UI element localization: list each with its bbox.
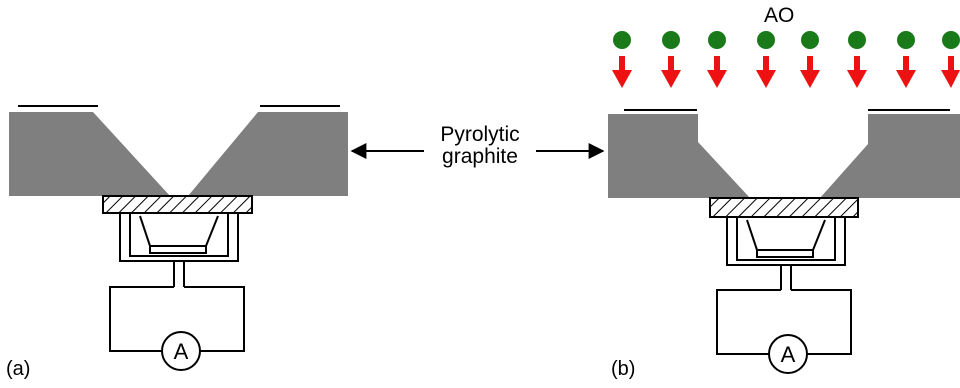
ao-flux-arrow [661, 56, 681, 88]
ao-atom [897, 31, 915, 49]
ammeter-a-symbol: A [174, 339, 189, 364]
ao-atom [942, 31, 960, 49]
ao-atom [708, 31, 726, 49]
graphite-block-left-a [9, 112, 170, 196]
panel-a-label: (a) [6, 358, 31, 380]
graphite-block-right-b [820, 114, 960, 198]
circuit-wire-b [716, 289, 852, 355]
ammeter-b-symbol: A [781, 342, 796, 367]
holder-cup-b [746, 219, 826, 251]
holder-outer-a [119, 213, 239, 262]
ao-atom [757, 31, 775, 49]
hatched-sample-b [709, 197, 859, 218]
panel-a: A [9, 105, 348, 371]
graphite-block-right-a [188, 112, 348, 196]
ao-atom [613, 31, 631, 49]
holder-inner-a [129, 213, 229, 257]
graphite-block-left-b [608, 114, 750, 198]
ao-flux-arrow [800, 56, 820, 88]
ao-flux-arrow [707, 56, 727, 88]
circuit-wire-a [109, 286, 245, 352]
panel-b: A [608, 31, 960, 374]
ao-atom [662, 31, 680, 49]
holder-cup-a [139, 215, 219, 247]
ao-flux-arrow [896, 56, 916, 88]
ao-label: AO [764, 4, 795, 27]
ammeter-b [768, 334, 808, 374]
sensor-element-a [149, 245, 207, 254]
ao-flux-arrow [612, 56, 632, 88]
ao-flux-arrow [756, 56, 776, 88]
ao-flux-arrow [941, 56, 960, 88]
ao-flux-arrow [847, 56, 867, 88]
ao-atom [848, 31, 866, 49]
hatched-sample-a [102, 195, 253, 214]
holder-inner-b [736, 217, 836, 261]
ao-atom [801, 31, 819, 49]
pyrolytic-graphite-label: Pyrolytic graphite [440, 123, 520, 168]
panel-b-label: (b) [611, 358, 636, 380]
sensor-element-b [756, 249, 814, 258]
ammeter-a [161, 331, 201, 371]
holder-outer-b [726, 217, 846, 266]
